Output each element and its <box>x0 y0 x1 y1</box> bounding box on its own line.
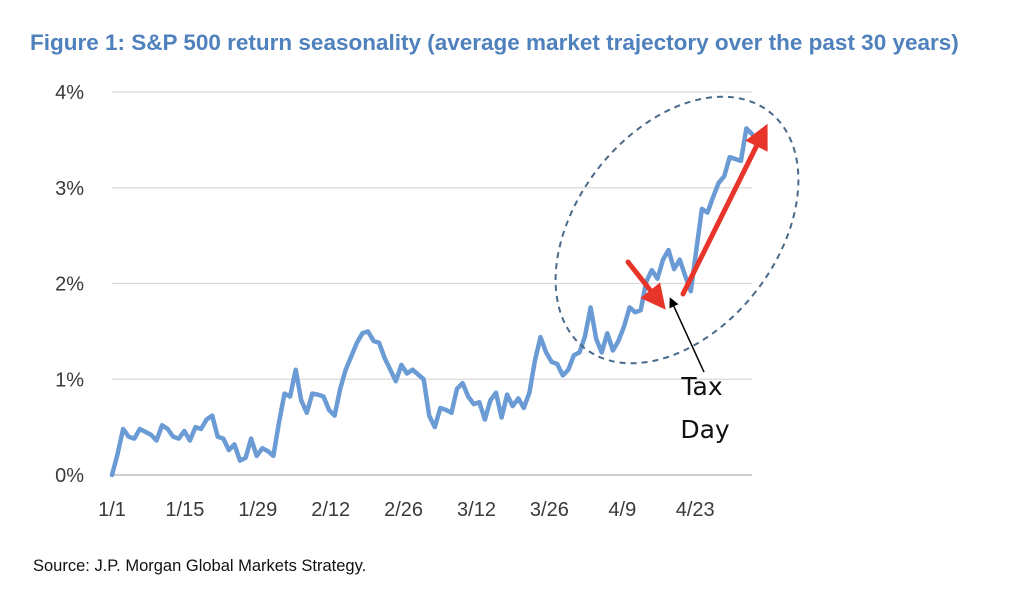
x-tick-label: 1/15 <box>165 499 204 521</box>
gridlines <box>112 91 752 380</box>
x-tick-label: 3/12 <box>457 499 496 521</box>
x-tick-label: 3/26 <box>530 499 569 521</box>
x-tick-label: 2/26 <box>384 499 423 521</box>
series-group <box>109 126 755 478</box>
x-tick-label: 4/9 <box>608 499 636 521</box>
x-axis-tick-labels: 1/1 1/15 1/29 2/12 2/26 3/12 3/26 4/9 4/23 <box>98 499 715 521</box>
y-axis-tick-labels: 0% 1% 2% 3% 4% <box>55 82 84 487</box>
y-tick-label: 2% <box>55 274 84 296</box>
annotation-day: Day <box>680 415 730 444</box>
chart-title: Figure 1: S&P 500 return seasonality (av… <box>30 30 959 55</box>
y-tick-label: 4% <box>55 82 84 104</box>
highlight-ellipse <box>554 95 800 365</box>
source-note: Source: J.P. Morgan Global Markets Strat… <box>33 557 367 575</box>
tax-day-pointer-arrow <box>669 297 705 373</box>
annotation-tax: Tax <box>680 372 722 401</box>
x-tick-label: 1/29 <box>238 499 277 521</box>
x-tick-label: 4/23 <box>676 499 715 521</box>
red-arrow-down <box>625 259 666 310</box>
x-tick-label: 1/1 <box>98 499 126 521</box>
series-line-0 <box>109 126 755 478</box>
y-tick-label: 1% <box>55 369 84 391</box>
y-tick-label: 0% <box>55 465 84 487</box>
y-tick-label: 3% <box>55 178 84 200</box>
red-arrow-up <box>680 123 768 297</box>
x-tick-label: 2/12 <box>311 499 350 521</box>
